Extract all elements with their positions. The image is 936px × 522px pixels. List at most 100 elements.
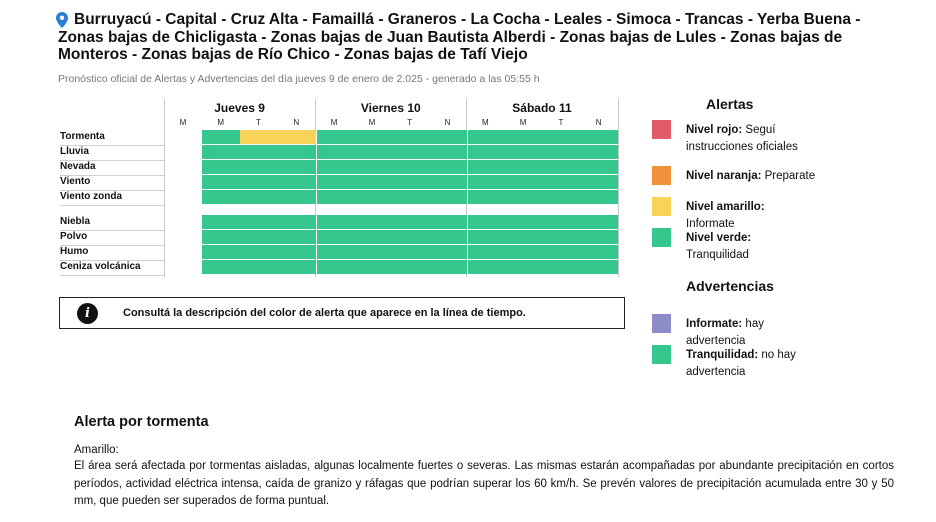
color-swatch [652, 166, 671, 185]
timeline-cell [390, 130, 430, 144]
color-swatch [652, 345, 671, 364]
slot-header: N [293, 118, 300, 127]
timeline-cell [504, 130, 543, 144]
row-divider [60, 245, 164, 246]
legend-text: Nivel verde: Tranquilidad [686, 230, 816, 264]
timeline-cell [353, 175, 392, 189]
timeline-cell [353, 130, 392, 144]
timeline-cell [317, 130, 354, 144]
legend-level-desc: no hay advertencia [686, 349, 796, 378]
timeline-cell [317, 145, 354, 159]
timeline-cell [201, 230, 241, 244]
timeline-cell [579, 175, 619, 189]
timeline-cell [542, 215, 581, 229]
timeline-cell [504, 190, 543, 204]
timeline-cell [390, 245, 430, 259]
slot-header: N [595, 118, 602, 127]
alert-detail-body: El área será afectada por tormentas aisl… [74, 460, 894, 507]
timeline-cell [201, 175, 241, 189]
legend-level-desc: Tranquilidad [686, 249, 749, 261]
row-divider [60, 260, 164, 261]
timeline-cell [239, 145, 278, 159]
color-swatch [652, 197, 671, 216]
info-icon: i [77, 303, 98, 324]
timeline-cell [239, 245, 278, 259]
alert-detail: Alerta por tormenta Amarillo: El área se… [74, 414, 894, 511]
timeline-cell [390, 160, 430, 174]
timeline-cell [579, 260, 619, 274]
timeline-cell [239, 230, 278, 244]
timeline-cell [468, 245, 505, 259]
row-divider [60, 205, 164, 206]
timeline-cell [428, 190, 467, 204]
timeline-cell [201, 145, 241, 159]
slot-header: M [368, 118, 376, 127]
timeline-cell [390, 230, 430, 244]
info-text: Consultá la descripción del color de ale… [123, 307, 526, 319]
legend-level-desc: Preparate [761, 170, 816, 182]
timeline-cell [353, 245, 392, 259]
legend-level-label: Nivel rojo: [686, 124, 743, 136]
map-pin-icon [56, 12, 68, 28]
alert-timeline: Jueves 9 M M T N Viernes 10 M M T N Sábado 11 M M T N T… [60, 99, 628, 279]
timeline-cell [428, 215, 467, 229]
color-swatch [652, 228, 671, 247]
timeline-cell [542, 130, 581, 144]
timeline-cell [468, 130, 505, 144]
slot-header: M [481, 118, 489, 127]
timeline-cell [201, 130, 241, 144]
timeline-cell [317, 230, 354, 244]
timeline-cell [579, 230, 619, 244]
legend-text: Informate: hay advertencia [686, 316, 816, 350]
color-swatch [652, 120, 671, 139]
timeline-cell [239, 190, 278, 204]
day-header: Viernes 10 [360, 101, 421, 115]
timeline-cell [468, 190, 505, 204]
timeline-cell [317, 175, 354, 189]
timeline-cell [390, 215, 430, 229]
timeline-cell [504, 145, 543, 159]
alerts-legend-title: Alertas [706, 96, 754, 112]
timeline-cell [239, 260, 278, 274]
timeline-cell [428, 160, 467, 174]
timeline-cell [468, 260, 505, 274]
timeline-cell [468, 215, 505, 229]
timeline-cell [542, 260, 581, 274]
timeline-row-label: Polvo [60, 231, 88, 242]
timeline-cell [504, 215, 543, 229]
legend-level-label: Nivel verde: [686, 232, 752, 244]
timeline-cell [579, 190, 619, 204]
timeline-cell [428, 260, 467, 274]
timeline-cell [239, 160, 278, 174]
timeline-cell [542, 245, 581, 259]
timeline-cell [504, 245, 543, 259]
day-header: Sábado 11 [512, 101, 572, 115]
timeline-cell [201, 260, 241, 274]
row-divider [60, 230, 164, 231]
timeline-cell [353, 215, 392, 229]
timeline-cell [428, 230, 467, 244]
timeline-cell [504, 175, 543, 189]
timeline-cell [428, 245, 467, 259]
legend-level-label: Tranquilidad: [686, 349, 759, 361]
timeline-cell [201, 215, 241, 229]
timeline-cell [317, 245, 354, 259]
timeline-cell [353, 190, 392, 204]
row-divider [60, 145, 164, 146]
page-header: Burruyacú - Capital - Cruz Alta - Famail… [56, 11, 898, 85]
legend-level-label: Informate: [686, 318, 743, 330]
page-title: Burruyacú - Capital - Cruz Alta - Famail… [58, 11, 898, 64]
timeline-cell [277, 245, 316, 259]
timeline-cell [390, 260, 430, 274]
timeline-row-label: Tormenta [60, 131, 105, 142]
legend-level-desc: hay advertencia [686, 318, 764, 347]
timeline-cell [504, 160, 543, 174]
timeline-cell [428, 145, 467, 159]
timeline-cell [504, 260, 543, 274]
day-header: Jueves 9 [214, 101, 265, 115]
timeline-cell [277, 260, 316, 274]
timeline-cell [353, 230, 392, 244]
timeline-row-label: Nevada [60, 161, 96, 172]
timeline-cell [277, 145, 316, 159]
timeline-cell [542, 230, 581, 244]
